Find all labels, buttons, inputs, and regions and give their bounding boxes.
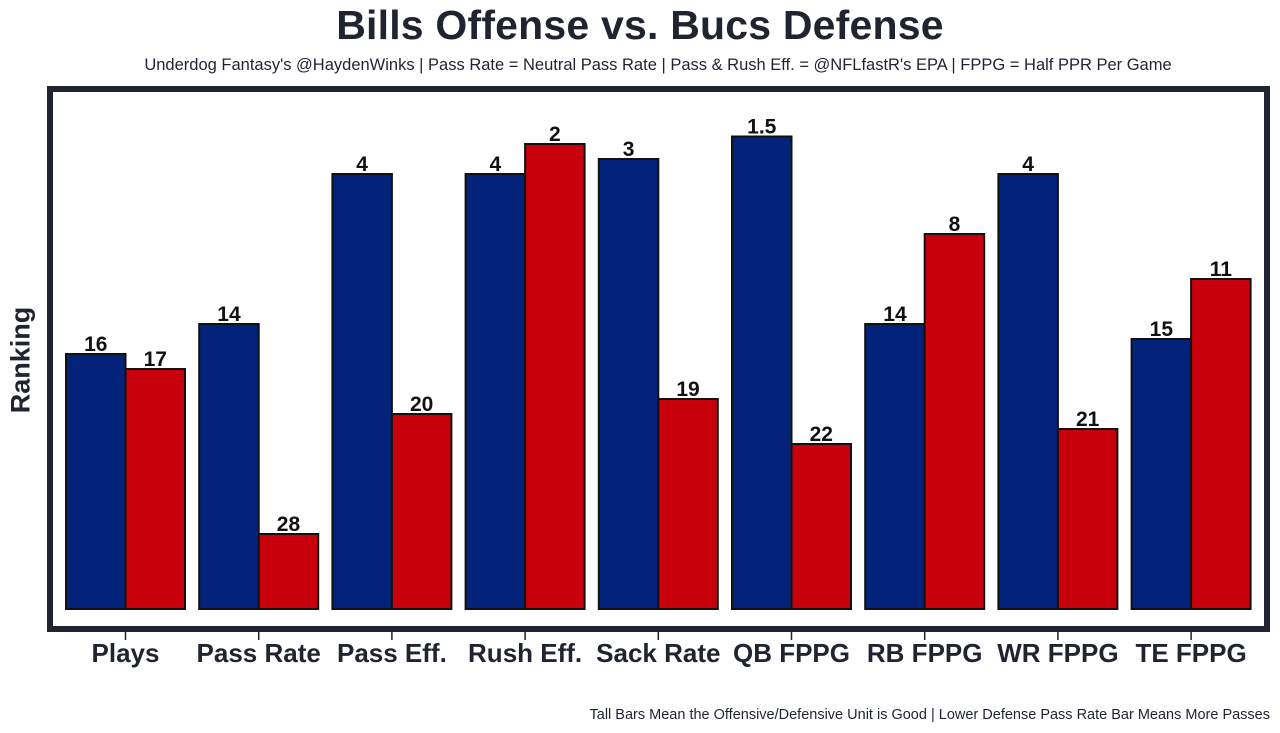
bar-bucs-defense-pass-eff xyxy=(390,413,453,610)
value-label-bills-offense-pass-eff: 4 xyxy=(356,153,368,176)
bar-bills-offense-rush-eff xyxy=(464,173,527,610)
value-label-bills-offense-wr-fppg: 4 xyxy=(1022,153,1034,176)
value-label-bucs-defense-plays: 17 xyxy=(144,348,167,371)
value-label-bucs-defense-sack-rate: 19 xyxy=(676,378,699,401)
value-label-bills-offense-sack-rate: 3 xyxy=(623,138,635,161)
bar-bills-offense-te-fppg xyxy=(1130,338,1193,610)
value-label-bucs-defense-wr-fppg: 21 xyxy=(1076,408,1100,431)
category-label-pass-eff: Pass Eff. xyxy=(337,638,447,668)
category-label-sack-rate: Sack Rate xyxy=(596,638,720,668)
value-labels-group: 16 17 14 28 4 20 4 2 3 19 1.5 22 14 8 4 21 15 11 xyxy=(84,116,1232,537)
category-label-qb-fppg: QB FPPG xyxy=(733,638,850,668)
plot-frame xyxy=(47,86,1270,632)
bars-group xyxy=(65,135,1252,610)
bar-bills-offense-qb-fppg xyxy=(731,135,793,610)
bar-bills-offense-rb-fppg xyxy=(864,323,926,610)
value-label-bills-offense-rush-eff: 4 xyxy=(490,153,502,176)
value-label-bills-offense-qb-fppg: 1.5 xyxy=(747,116,777,139)
bar-bills-offense-sack-rate xyxy=(597,158,660,610)
value-label-bills-offense-pass-rate: 14 xyxy=(217,303,241,326)
bar-bucs-defense-rush-eff xyxy=(524,143,586,610)
category-label-wr-fppg: WR FPPG xyxy=(997,638,1118,668)
value-label-bucs-defense-pass-eff: 20 xyxy=(410,393,433,416)
bar-bills-offense-pass-eff xyxy=(331,173,393,610)
chart-subtitle: Underdog Fantasy's @HaydenWinks | Pass R… xyxy=(144,56,1172,74)
bar-bucs-defense-te-fppg xyxy=(1190,278,1252,610)
bar-bills-offense-pass-rate xyxy=(198,323,260,610)
x-ticks-group xyxy=(124,632,1192,640)
bar-bucs-defense-wr-fppg xyxy=(1056,428,1119,610)
category-label-rb-fppg: RB FPPG xyxy=(867,638,983,668)
value-label-bills-offense-rb-fppg: 14 xyxy=(883,303,907,326)
category-label-plays: Plays xyxy=(92,638,160,668)
bar-bucs-defense-pass-rate xyxy=(257,533,320,610)
bar-bucs-defense-sack-rate xyxy=(657,398,719,610)
category-labels-group: Plays Pass Rate Pass Eff. Rush Eff. Sack Rat… xyxy=(92,638,1247,668)
value-label-bucs-defense-qb-fppg: 22 xyxy=(810,423,833,446)
value-label-bills-offense-plays: 16 xyxy=(84,333,107,356)
value-label-bills-offense-te-fppg: 15 xyxy=(1150,318,1174,341)
value-label-bucs-defense-rb-fppg: 8 xyxy=(949,213,961,236)
bar-bills-offense-plays xyxy=(65,353,127,610)
category-label-pass-rate: Pass Rate xyxy=(197,638,321,668)
chart-footnote: Tall Bars Mean the Offensive/Defensive U… xyxy=(589,707,1270,723)
category-label-rush-eff: Rush Eff. xyxy=(468,638,582,668)
bar-bucs-defense-qb-fppg xyxy=(790,443,852,610)
bar-bucs-defense-rb-fppg xyxy=(923,233,986,610)
value-label-bucs-defense-pass-rate: 28 xyxy=(277,513,301,536)
value-label-bucs-defense-te-fppg: 11 xyxy=(1210,258,1233,281)
category-label-te-fppg: TE FPPG xyxy=(1135,638,1246,668)
bar-bucs-defense-plays xyxy=(124,368,186,610)
bar-bills-offense-wr-fppg xyxy=(997,173,1059,610)
chart-title: Bills Offense vs. Bucs Defense xyxy=(336,2,944,48)
value-label-bucs-defense-rush-eff: 2 xyxy=(549,123,561,146)
